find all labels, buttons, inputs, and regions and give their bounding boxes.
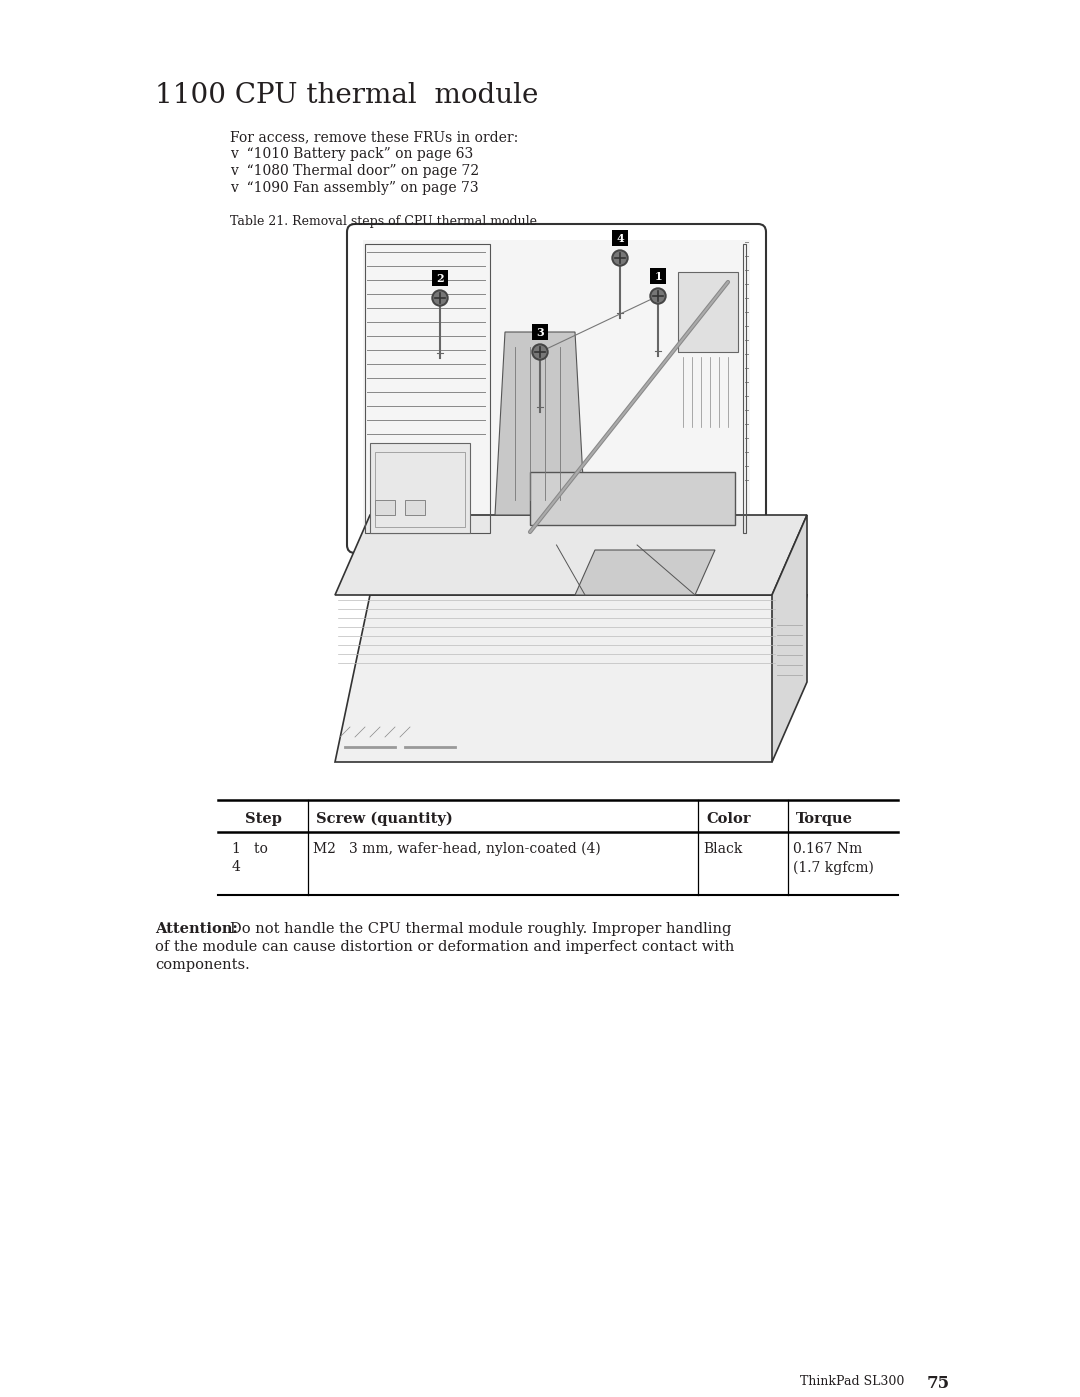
Text: 1   to
4: 1 to 4: [232, 842, 268, 875]
Text: Do not handle the CPU thermal module roughly. Improper handling: Do not handle the CPU thermal module rou…: [230, 922, 731, 936]
Text: Screw (quantity): Screw (quantity): [316, 812, 453, 826]
Text: 1: 1: [654, 271, 662, 282]
Bar: [650, 268, 666, 284]
Polygon shape: [495, 332, 585, 515]
Polygon shape: [772, 515, 807, 761]
Text: Attention:: Attention:: [156, 922, 238, 936]
Text: Table 21. Removal steps of CPU thermal module: Table 21. Removal steps of CPU thermal m…: [230, 215, 537, 228]
Bar: [432, 270, 448, 286]
Text: components.: components.: [156, 958, 249, 972]
Text: ThinkPad SL300: ThinkPad SL300: [799, 1375, 920, 1389]
Bar: [375, 453, 465, 527]
Text: 0.167 Nm
(1.7 kgfcm): 0.167 Nm (1.7 kgfcm): [793, 842, 874, 875]
Polygon shape: [575, 550, 715, 595]
Text: 3: 3: [536, 327, 544, 338]
Text: 1100 CPU thermal  module: 1100 CPU thermal module: [156, 82, 538, 109]
Text: of the module can cause distortion or deformation and imperfect contact with: of the module can cause distortion or de…: [156, 940, 734, 954]
Polygon shape: [335, 515, 807, 595]
Bar: [612, 231, 627, 246]
Bar: [678, 272, 738, 352]
Text: Step: Step: [244, 812, 282, 826]
Text: Black: Black: [703, 842, 742, 856]
Bar: [743, 244, 746, 534]
Text: Torque: Torque: [796, 812, 853, 826]
Bar: [405, 500, 426, 515]
Text: v  “1090 Fan assembly” on page 73: v “1090 Fan assembly” on page 73: [230, 182, 478, 196]
Bar: [532, 324, 548, 339]
Bar: [375, 500, 395, 515]
Bar: [370, 443, 470, 534]
Circle shape: [532, 344, 548, 360]
Text: Color: Color: [706, 812, 751, 826]
Bar: [363, 240, 750, 536]
Text: v  “1080 Thermal door” on page 72: v “1080 Thermal door” on page 72: [230, 163, 480, 177]
Circle shape: [534, 346, 546, 358]
Circle shape: [612, 250, 627, 265]
Bar: [365, 244, 490, 534]
Text: 4: 4: [616, 232, 624, 243]
Text: 2: 2: [436, 272, 444, 284]
Circle shape: [434, 292, 446, 305]
FancyBboxPatch shape: [347, 224, 766, 553]
Circle shape: [615, 251, 626, 264]
Text: 75: 75: [927, 1375, 950, 1391]
Circle shape: [650, 288, 666, 305]
Text: M2   3 mm, wafer-head, nylon-coated (4): M2 3 mm, wafer-head, nylon-coated (4): [313, 842, 600, 856]
Text: For access, remove these FRUs in order:: For access, remove these FRUs in order:: [230, 130, 518, 144]
Polygon shape: [335, 595, 807, 761]
Circle shape: [652, 291, 664, 302]
Bar: [530, 472, 735, 525]
Circle shape: [432, 291, 448, 306]
Text: v  “1010 Battery pack” on page 63: v “1010 Battery pack” on page 63: [230, 147, 473, 161]
